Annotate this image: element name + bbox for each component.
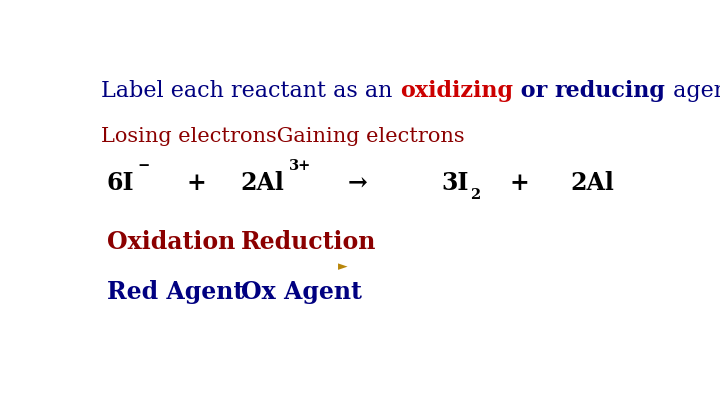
Text: 3I: 3I bbox=[441, 171, 469, 195]
Text: agent.: agent. bbox=[665, 80, 720, 102]
Text: reducing: reducing bbox=[554, 80, 665, 102]
Text: Red Agent: Red Agent bbox=[107, 280, 244, 304]
Text: Ox Agent: Ox Agent bbox=[240, 280, 361, 304]
Text: 3+: 3+ bbox=[289, 158, 312, 173]
Text: −: − bbox=[138, 158, 150, 173]
Text: Oxidation: Oxidation bbox=[107, 230, 235, 254]
Text: 2Al: 2Al bbox=[240, 171, 284, 195]
Text: oxidizing: oxidizing bbox=[400, 80, 513, 102]
Text: Label each reactant as an: Label each reactant as an bbox=[101, 80, 400, 102]
Text: 6I: 6I bbox=[107, 171, 135, 195]
Text: or: or bbox=[513, 80, 554, 102]
Text: 2: 2 bbox=[471, 188, 481, 202]
Text: ►: ► bbox=[338, 260, 348, 273]
Text: 2Al: 2Al bbox=[570, 171, 613, 195]
Text: Losing electronsGaining electrons: Losing electronsGaining electrons bbox=[101, 126, 465, 145]
Text: +: + bbox=[186, 171, 206, 195]
Text: +: + bbox=[510, 171, 529, 195]
Text: →: → bbox=[348, 171, 368, 195]
Text: Reduction: Reduction bbox=[240, 230, 376, 254]
